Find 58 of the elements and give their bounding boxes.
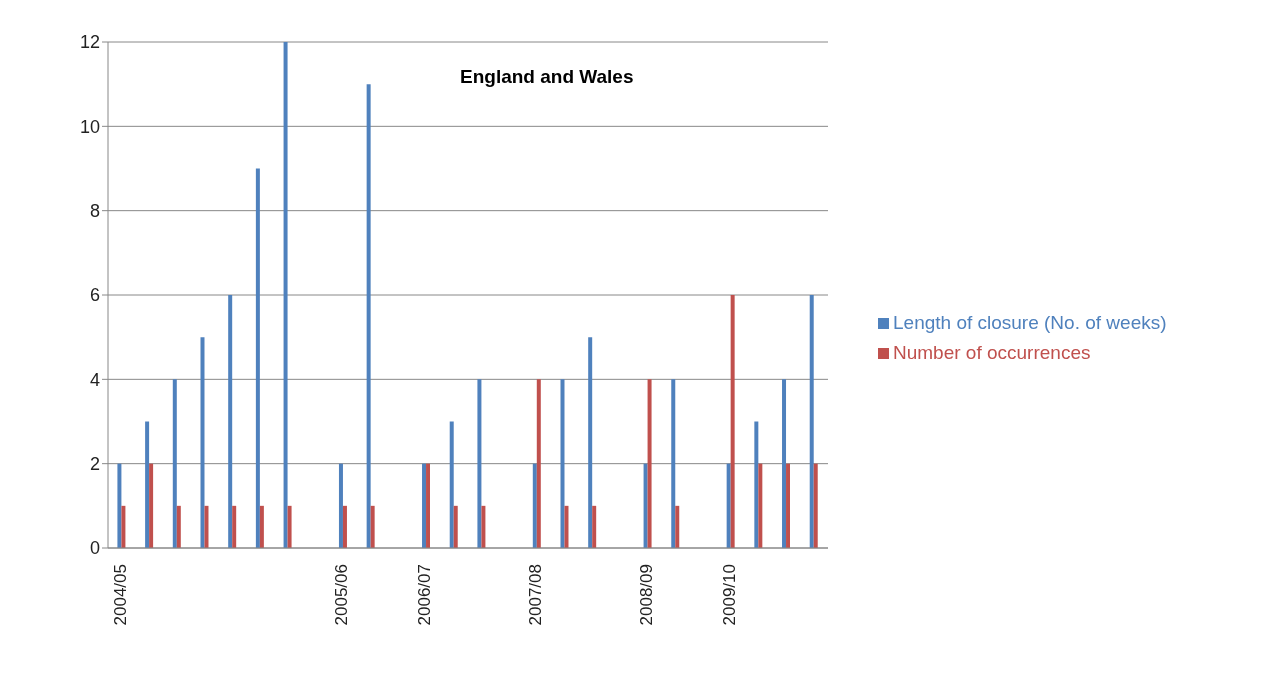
bar — [204, 505, 209, 548]
bar — [560, 379, 565, 548]
bar — [342, 505, 347, 548]
bar — [121, 505, 126, 548]
bar — [228, 295, 233, 548]
bar — [536, 379, 541, 548]
bar — [786, 463, 791, 548]
bar — [671, 379, 676, 548]
y-tick-label: 8 — [89, 201, 100, 222]
y-tick-label: 6 — [89, 285, 100, 306]
bar — [255, 168, 260, 548]
y-tick-label: 2 — [89, 454, 100, 475]
bar — [592, 505, 597, 548]
bar — [782, 379, 787, 548]
bar — [564, 505, 569, 548]
y-tick-label: 10 — [79, 116, 100, 137]
bar — [370, 505, 375, 548]
x-tick-label: 2006/07 — [415, 564, 435, 626]
legend-label: Length of closure (No. of weeks) — [893, 312, 1167, 333]
bar — [726, 463, 731, 548]
bar — [453, 505, 458, 548]
x-tick-label: 2009/10 — [720, 564, 740, 626]
bar — [338, 463, 343, 548]
x-tick-label: 2004/05 — [110, 564, 130, 626]
bar — [643, 463, 648, 548]
bar — [117, 463, 122, 548]
bar — [477, 379, 482, 548]
bar — [675, 505, 680, 548]
bar — [259, 505, 264, 548]
bar — [481, 505, 486, 548]
bar — [145, 421, 150, 548]
bar — [426, 463, 431, 548]
bar — [172, 379, 177, 548]
bar — [809, 295, 814, 548]
bar — [588, 337, 593, 548]
bar — [149, 463, 154, 548]
bar — [758, 463, 763, 548]
bar — [754, 421, 759, 548]
x-tick-label: 2007/08 — [526, 564, 546, 626]
bar — [176, 505, 181, 548]
y-tick-label: 12 — [79, 32, 100, 53]
text: England and Wales — [460, 66, 634, 88]
bar — [283, 42, 288, 548]
legend-label: Number of occurrences — [893, 342, 1091, 363]
bar — [422, 463, 427, 548]
bar — [287, 505, 292, 548]
bar — [232, 505, 237, 548]
bar — [449, 421, 454, 548]
x-tick-label: 2005/06 — [332, 564, 352, 626]
bar — [813, 463, 818, 548]
bar — [366, 84, 371, 548]
bar — [532, 463, 537, 548]
bar — [647, 379, 652, 548]
x-tick-label: 2008/09 — [637, 564, 656, 626]
bar — [200, 337, 205, 548]
y-tick-label: 4 — [89, 369, 100, 390]
bar — [730, 295, 735, 548]
y-tick-label: 0 — [89, 538, 100, 559]
